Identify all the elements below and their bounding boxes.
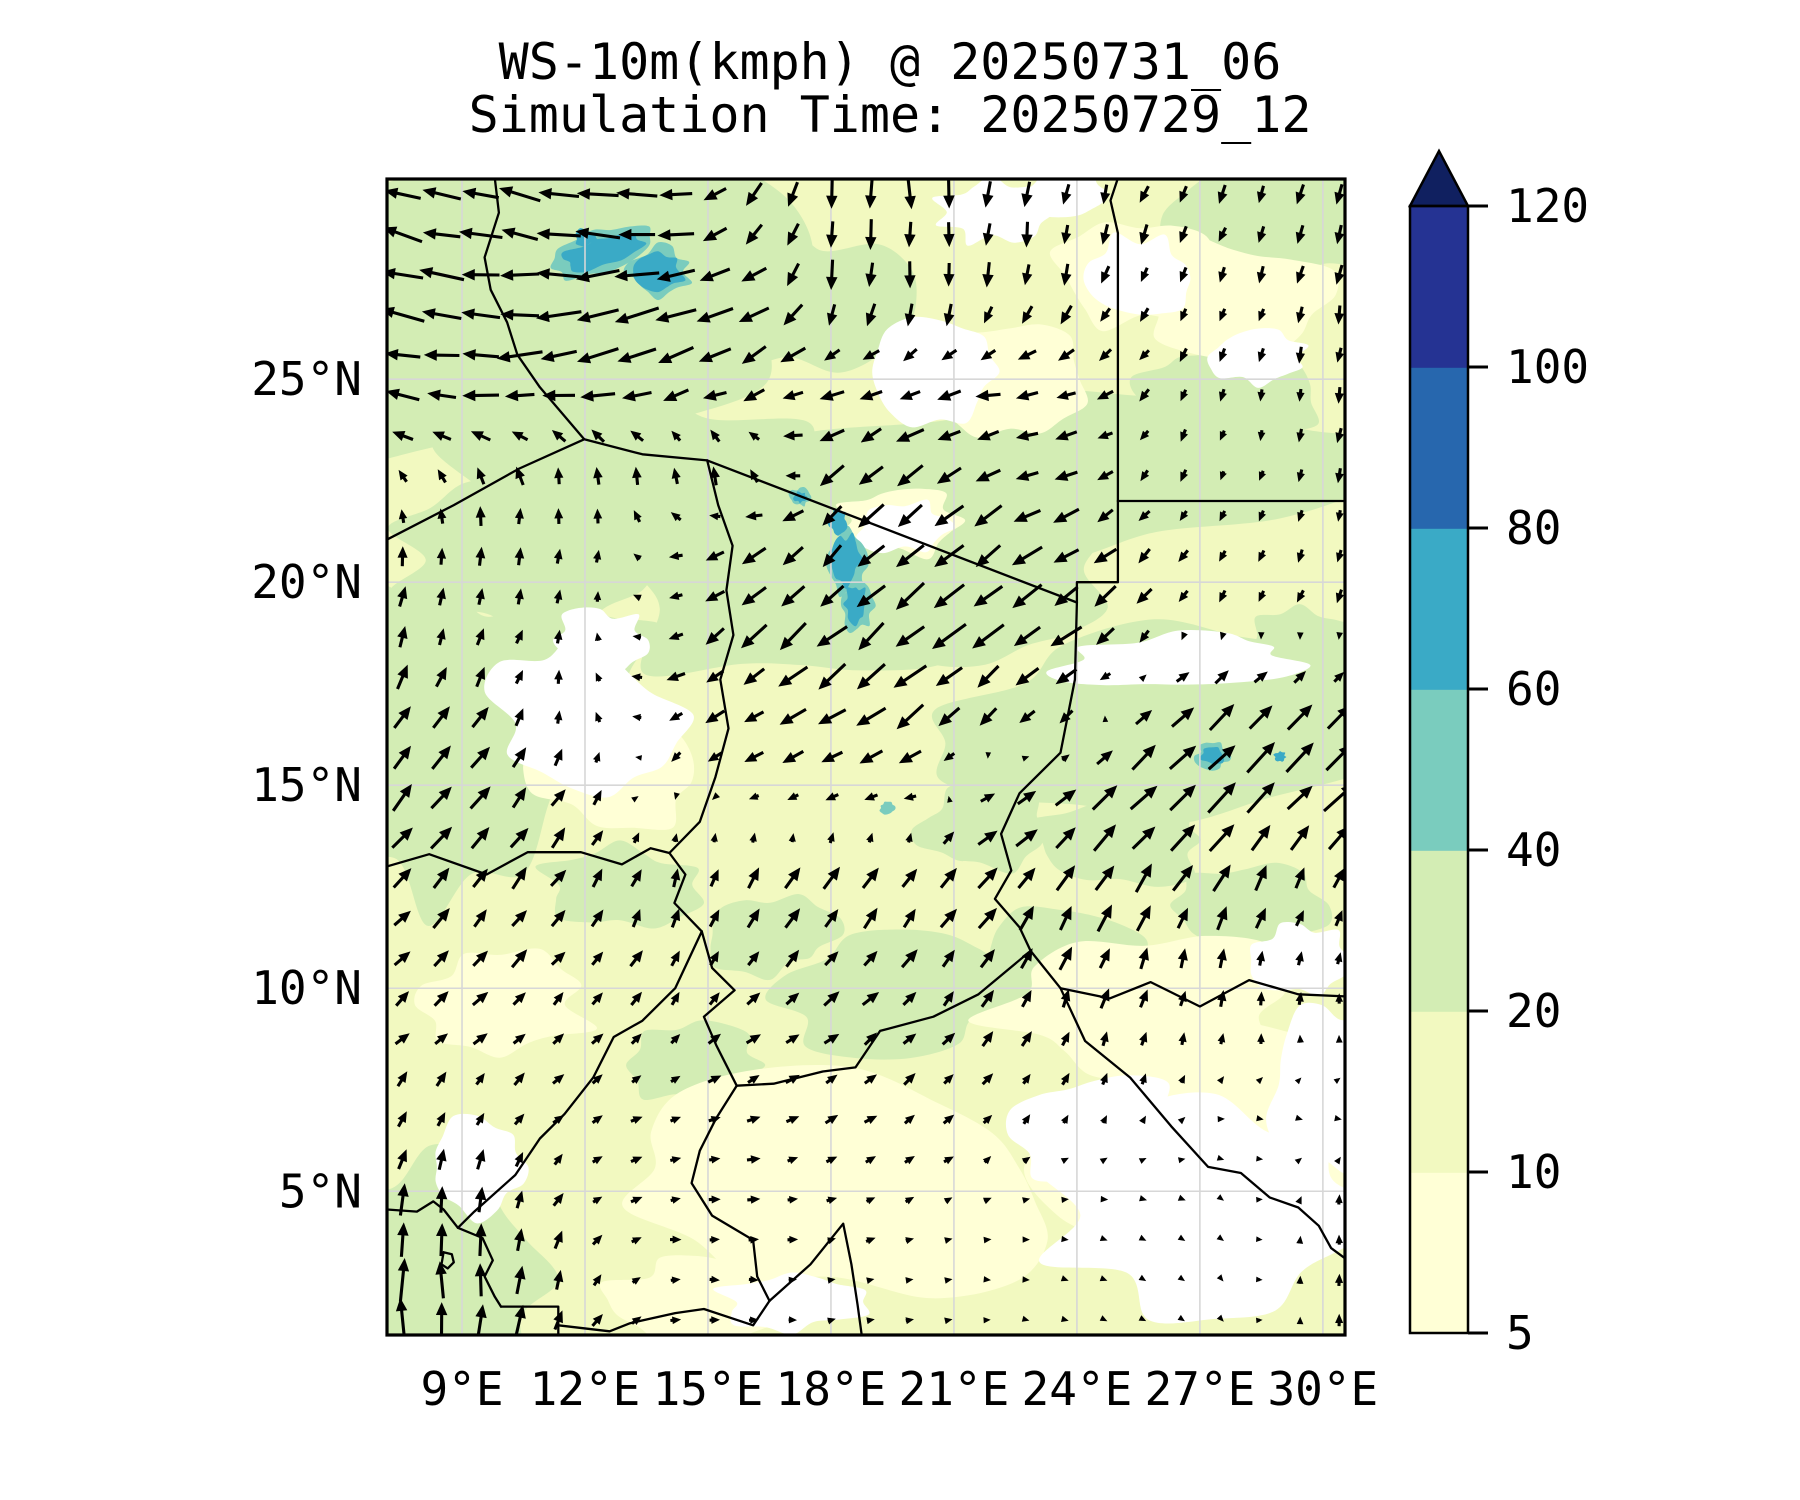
fill-region-20-40 (710, 894, 845, 981)
colorbar-band-80-100 (1410, 367, 1468, 529)
colorbar-tick-label-60: 60 (1506, 662, 1561, 716)
border-niger_chad (668, 459, 735, 855)
fill-region-lt5 (1207, 328, 1309, 388)
title-line-1: WS-10m(kmph) @ 20250731_06 (498, 33, 1282, 91)
border-car_south_sudan (1059, 987, 1345, 1260)
colorbar-tick-label-20: 20 (1506, 984, 1561, 1038)
border-libya_chad (706, 459, 1079, 604)
colorbar-outline (1408, 204, 1470, 1335)
fill-region-lt5 (1036, 1092, 1345, 1324)
colorbar-tick-label-40: 40 (1506, 823, 1561, 877)
border-libya_sudan (1075, 499, 1120, 604)
colorbar-band-20-40 (1410, 850, 1468, 1012)
y-tick-label-5°N: 5°N (279, 1164, 362, 1218)
fill-region-60-80 (1273, 751, 1287, 762)
colorbar-band-10-20 (1410, 1011, 1468, 1173)
x-tick-label-9°E: 9°E (420, 1362, 503, 1416)
fill-region-20-40 (677, 223, 917, 373)
x-tick-label-15°E: 15°E (653, 1362, 764, 1416)
windspeed-fill-contours (387, 179, 1345, 1335)
border-gabon_congo (557, 1299, 771, 1333)
x-tick-label-30°E: 30°E (1267, 1362, 1378, 1416)
colorbar-tick-label-5: 5 (1506, 1306, 1534, 1360)
border-niger_nigeria (387, 847, 671, 876)
fill-region-lt5 (872, 316, 1000, 428)
map-panel (387, 179, 1345, 1335)
border-cameroon_chad (700, 930, 738, 1087)
border-niger_algeria (387, 438, 586, 541)
x-tick-label-21°E: 21°E (899, 1362, 1010, 1416)
fill-region-60-80 (561, 232, 647, 273)
x-tick-label-27°E: 27°E (1144, 1362, 1255, 1416)
country-borders (387, 179, 1345, 1335)
fill-region-20-40 (1027, 795, 1201, 887)
fill-region-20-40 (910, 784, 1045, 874)
colorbar-band-100-120 (1410, 206, 1468, 368)
border-bioko_island (440, 1251, 455, 1270)
border-nigeria_cameroon (456, 930, 703, 1229)
fill-region-lt5 (435, 1113, 529, 1224)
y-tick-label-10°N: 10°N (251, 961, 362, 1015)
colorbar-extend-max-arrow (1407, 148, 1471, 208)
x-axis-tick-labels: 9°E 12°E 15°E 18°E 21°E 24°E 27°E 30°E (420, 1362, 1378, 1416)
colorbar-tick-label-100: 100 (1506, 340, 1589, 394)
y-tick-label-15°N: 15°N (251, 758, 362, 812)
colorbar-tick-label-10: 10 (1506, 1145, 1561, 1199)
fill-region-5-10 (414, 948, 598, 1058)
title-line-2: Simulation Time: 20250729_12 (468, 86, 1312, 144)
colorbar-tick-label-80: 80 (1506, 501, 1561, 555)
wind-arrow-field (387, 179, 1345, 1335)
wind-arrow-heads (387, 186, 1345, 1325)
y-axis-tick-labels: 5°N 10°N 15°N 20°N 25°N (251, 352, 362, 1218)
fill-region-20-40 (535, 840, 705, 929)
y-tick-label-25°N: 25°N (251, 352, 362, 406)
border-egypt_libya (1109, 179, 1120, 503)
colorbar-tick-label-120: 120 (1506, 179, 1589, 233)
y-tick-label-20°N: 20°N (251, 555, 362, 609)
border-chad_sudan (993, 601, 1079, 953)
x-tick-label-24°E: 24°E (1022, 1362, 1133, 1416)
border-ubangi (768, 1222, 863, 1335)
colorbar-band-5-10 (1410, 1172, 1468, 1334)
fill-region-60-80 (843, 587, 866, 627)
fill-region-20-40 (387, 179, 813, 460)
figure-title: WS-10m(kmph) @ 20250731_06 Simulation Ti… (0, 36, 1780, 142)
fill-region-lt5 (553, 607, 650, 675)
fill-region-lt5 (1266, 1002, 1345, 1174)
border-chad_car (735, 949, 1032, 1087)
border-coastline (387, 1200, 503, 1308)
fill-region-60-80 (633, 251, 686, 293)
fill-region-lt5 (1005, 1075, 1172, 1202)
border-algeria_libya (483, 179, 586, 441)
border-lake_chad (668, 851, 703, 933)
colorbar: 5 10 20 40 60 80 100 120 (1407, 148, 1589, 1360)
map-frame (385, 177, 1347, 1337)
fill-region-40-60 (879, 801, 896, 815)
x-tick-label-12°E: 12°E (530, 1362, 641, 1416)
fill-region-lt5 (1083, 232, 1191, 315)
colorbar-band-60-80 (1410, 528, 1468, 690)
colorbar-band-40-60 (1410, 689, 1468, 851)
fill-region-20-40 (855, 479, 1108, 668)
fill-region-5-10 (622, 1065, 1048, 1299)
fill-region-lt5 (856, 499, 956, 554)
x-tick-label-18°E: 18°E (776, 1362, 887, 1416)
border-cameroon_car (690, 1084, 771, 1303)
fill-region-lt5 (1046, 629, 1311, 686)
border-niger_libya (583, 438, 709, 462)
